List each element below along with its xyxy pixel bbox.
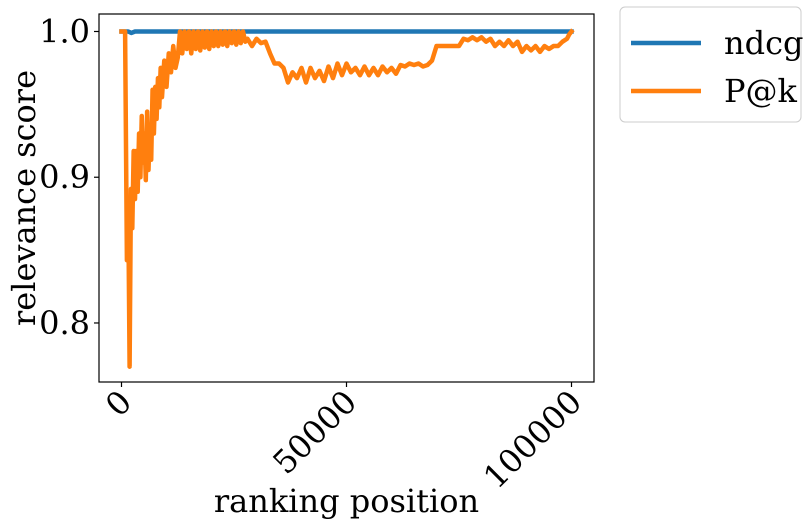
- y-tick-label: 0.8: [39, 304, 90, 342]
- x-tick-label: 100000: [476, 383, 589, 496]
- series-line-pk: [119, 28, 575, 369]
- x-tick-label: 0: [98, 383, 139, 424]
- x-tick-label: 50000: [265, 383, 364, 482]
- legend: ndcg P@k: [619, 6, 804, 123]
- x-axis-label: ranking position: [214, 482, 479, 520]
- plot-area: [119, 28, 575, 369]
- y-tick-label: 1.0: [39, 12, 90, 50]
- y-tick-label: 0.9: [39, 158, 90, 196]
- legend-label-ndcg: ndcg: [724, 24, 804, 62]
- legend-label-pk: P@k: [724, 72, 798, 110]
- y-axis: 0.8 0.9 1.0: [39, 12, 99, 342]
- y-axis-label: relevance score: [5, 70, 43, 326]
- x-axis: 0 50000 100000: [98, 382, 589, 496]
